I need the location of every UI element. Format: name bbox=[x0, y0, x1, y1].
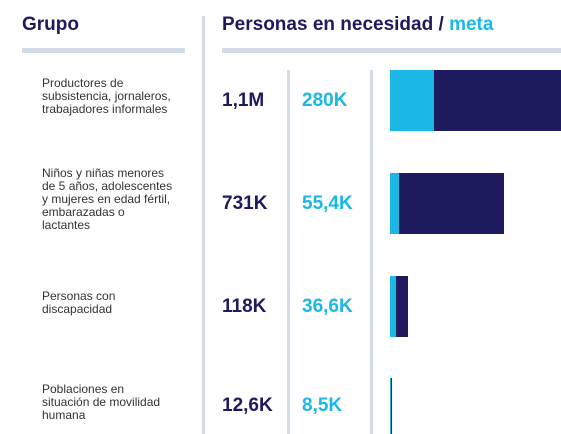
target-value: 55,4K bbox=[302, 192, 353, 214]
group-label-line: Personas con bbox=[42, 288, 116, 303]
title-separator: / bbox=[438, 14, 444, 35]
group-label: Poblaciones en situación de movilidad huma… bbox=[42, 381, 161, 422]
group-label-line: discapacidad bbox=[42, 301, 113, 316]
target-bar bbox=[390, 173, 399, 234]
need-value: 731K bbox=[222, 192, 268, 214]
chart-title: Personas en necesidad / meta bbox=[222, 14, 493, 36]
need-value: 12,6K bbox=[222, 395, 273, 416]
group-label-line: trabajadores informales bbox=[42, 102, 168, 116]
group-label-line: Niños y niñas menores bbox=[42, 166, 165, 180]
target-value: 280K bbox=[302, 89, 348, 111]
group-label-line: Poblaciones en bbox=[42, 381, 125, 396]
group-label-line: Productores de bbox=[42, 76, 124, 90]
group-label: Productores de subsistencia, jornaleros, t… bbox=[42, 77, 171, 116]
need-value: 118K bbox=[222, 295, 267, 317]
group-label: Niños y niñas menores de 5 años, adolesce… bbox=[42, 167, 172, 232]
header-rule bbox=[222, 48, 561, 53]
title-accent: meta bbox=[449, 14, 494, 35]
group-header: Grupo bbox=[22, 14, 79, 35]
target-bar bbox=[390, 70, 434, 131]
column-divider bbox=[370, 70, 373, 434]
group-label-line: humana bbox=[42, 407, 86, 422]
group-label: Personas con discapacidad bbox=[42, 288, 116, 316]
group-label-line: lactantes bbox=[42, 218, 91, 232]
group-label-line: situación de movilidad bbox=[42, 394, 161, 409]
column-divider bbox=[202, 16, 205, 434]
group-label-line: y mujeres en edad fértil, bbox=[42, 192, 171, 206]
target-bar bbox=[390, 276, 396, 337]
column-divider bbox=[287, 70, 290, 434]
target-bar bbox=[390, 378, 392, 434]
header-rule bbox=[22, 48, 185, 53]
need-bar bbox=[390, 173, 504, 234]
need-value: 1,1M bbox=[222, 89, 265, 111]
target-value: 8,5K bbox=[302, 395, 343, 416]
group-label-line: de 5 años, adolescentes bbox=[42, 179, 173, 193]
group-label-line: embarazadas o bbox=[42, 205, 125, 219]
target-value: 36,6K bbox=[302, 295, 353, 317]
title-main: Personas en necesidad bbox=[222, 14, 434, 35]
group-label-line: subsistencia, jornaleros, bbox=[42, 89, 171, 103]
